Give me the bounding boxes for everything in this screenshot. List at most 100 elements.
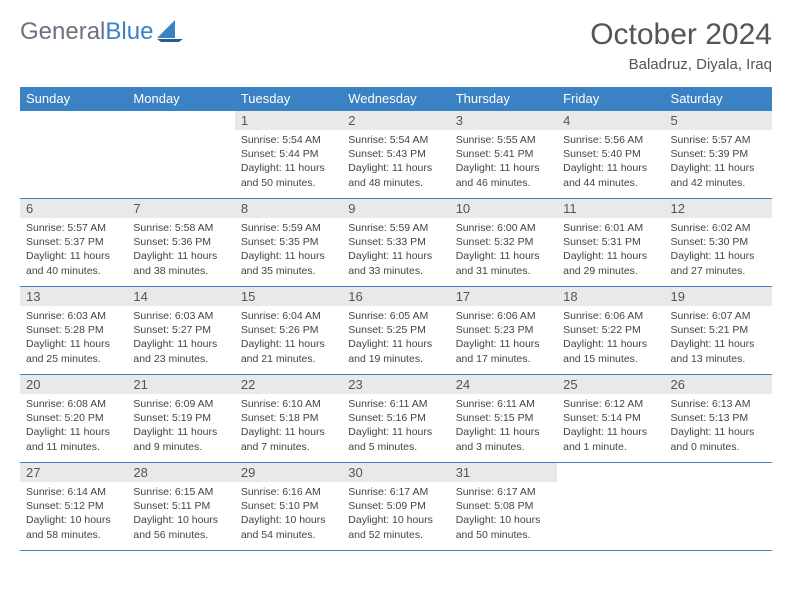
day-number: 15: [235, 287, 342, 306]
day-number: 4: [557, 111, 664, 130]
day-details: Sunrise: 6:01 AMSunset: 5:31 PMDaylight:…: [557, 218, 664, 282]
day-header: Thursday: [450, 87, 557, 111]
day-details: Sunrise: 6:02 AMSunset: 5:30 PMDaylight:…: [665, 218, 772, 282]
calendar-cell: 18Sunrise: 6:06 AMSunset: 5:22 PMDayligh…: [557, 287, 664, 375]
sunrise: Sunrise: 5:54 AM: [241, 133, 336, 147]
day-number: 8: [235, 199, 342, 218]
sunset: Sunset: 5:08 PM: [456, 499, 551, 513]
calendar-cell: 20Sunrise: 6:08 AMSunset: 5:20 PMDayligh…: [20, 375, 127, 463]
daylight: Daylight: 11 hours and 44 minutes.: [563, 161, 658, 189]
sunset: Sunset: 5:19 PM: [133, 411, 228, 425]
day-number: 7: [127, 199, 234, 218]
day-number: 10: [450, 199, 557, 218]
daylight: Daylight: 11 hours and 50 minutes.: [241, 161, 336, 189]
calendar-table: SundayMondayTuesdayWednesdayThursdayFrid…: [20, 87, 772, 551]
daylight: Daylight: 10 hours and 56 minutes.: [133, 513, 228, 541]
day-details: Sunrise: 6:09 AMSunset: 5:19 PMDaylight:…: [127, 394, 234, 458]
calendar-cell: 31Sunrise: 6:17 AMSunset: 5:08 PMDayligh…: [450, 463, 557, 551]
sunset: Sunset: 5:11 PM: [133, 499, 228, 513]
calendar-week: 13Sunrise: 6:03 AMSunset: 5:28 PMDayligh…: [20, 287, 772, 375]
sunrise: Sunrise: 5:57 AM: [671, 133, 766, 147]
sunrise: Sunrise: 5:59 AM: [348, 221, 443, 235]
day-details: Sunrise: 5:57 AMSunset: 5:39 PMDaylight:…: [665, 130, 772, 194]
day-details: Sunrise: 6:04 AMSunset: 5:26 PMDaylight:…: [235, 306, 342, 370]
day-details: Sunrise: 5:55 AMSunset: 5:41 PMDaylight:…: [450, 130, 557, 194]
calendar-cell: 23Sunrise: 6:11 AMSunset: 5:16 PMDayligh…: [342, 375, 449, 463]
sunrise: Sunrise: 5:57 AM: [26, 221, 121, 235]
sunset: Sunset: 5:27 PM: [133, 323, 228, 337]
calendar-cell: 15Sunrise: 6:04 AMSunset: 5:26 PMDayligh…: [235, 287, 342, 375]
daylight: Daylight: 11 hours and 13 minutes.: [671, 337, 766, 365]
day-details: Sunrise: 5:54 AMSunset: 5:44 PMDaylight:…: [235, 130, 342, 194]
daylight: Daylight: 11 hours and 15 minutes.: [563, 337, 658, 365]
day-number: 21: [127, 375, 234, 394]
calendar-cell: 12Sunrise: 6:02 AMSunset: 5:30 PMDayligh…: [665, 199, 772, 287]
daylight: Daylight: 11 hours and 31 minutes.: [456, 249, 551, 277]
calendar-cell: 27Sunrise: 6:14 AMSunset: 5:12 PMDayligh…: [20, 463, 127, 551]
sunrise: Sunrise: 6:07 AM: [671, 309, 766, 323]
sunrise: Sunrise: 6:04 AM: [241, 309, 336, 323]
daylight: Daylight: 11 hours and 21 minutes.: [241, 337, 336, 365]
day-header: Tuesday: [235, 87, 342, 111]
sunset: Sunset: 5:31 PM: [563, 235, 658, 249]
day-number: 30: [342, 463, 449, 482]
day-number: 9: [342, 199, 449, 218]
daylight: Daylight: 11 hours and 3 minutes.: [456, 425, 551, 453]
day-details: Sunrise: 6:06 AMSunset: 5:23 PMDaylight:…: [450, 306, 557, 370]
daylight: Daylight: 10 hours and 50 minutes.: [456, 513, 551, 541]
calendar-week: ..1Sunrise: 5:54 AMSunset: 5:44 PMDaylig…: [20, 111, 772, 199]
day-details: Sunrise: 6:14 AMSunset: 5:12 PMDaylight:…: [20, 482, 127, 546]
calendar-cell: 28 Sunrise: 6:15 AMSunset: 5:11 PMDayligh…: [127, 463, 234, 551]
day-number: 28: [127, 463, 234, 482]
sunrise: Sunrise: 6:00 AM: [456, 221, 551, 235]
sunrise: Sunrise: 6:11 AM: [348, 397, 443, 411]
calendar-cell: .: [127, 111, 234, 199]
calendar-cell: 10Sunrise: 6:00 AMSunset: 5:32 PMDayligh…: [450, 199, 557, 287]
calendar-cell: .: [665, 463, 772, 551]
day-details: Sunrise: 6:05 AMSunset: 5:25 PMDaylight:…: [342, 306, 449, 370]
day-number: 26: [665, 375, 772, 394]
calendar-cell: 21Sunrise: 6:09 AMSunset: 5:19 PMDayligh…: [127, 375, 234, 463]
calendar-body: ..1Sunrise: 5:54 AMSunset: 5:44 PMDaylig…: [20, 111, 772, 551]
sunset: Sunset: 5:26 PM: [241, 323, 336, 337]
daylight: Daylight: 11 hours and 1 minute.: [563, 425, 658, 453]
calendar-week: 20Sunrise: 6:08 AMSunset: 5:20 PMDayligh…: [20, 375, 772, 463]
day-details: Sunrise: 5:59 AMSunset: 5:35 PMDaylight:…: [235, 218, 342, 282]
sunset: Sunset: 5:35 PM: [241, 235, 336, 249]
day-details: Sunrise: 6:03 AMSunset: 5:27 PMDaylight:…: [127, 306, 234, 370]
daylight: Daylight: 10 hours and 52 minutes.: [348, 513, 443, 541]
sunrise: Sunrise: 6:05 AM: [348, 309, 443, 323]
day-number: 27: [20, 463, 127, 482]
daylight: Daylight: 11 hours and 0 minutes.: [671, 425, 766, 453]
location: Baladruz, Diyala, Iraq: [590, 56, 772, 73]
calendar-cell: 5Sunrise: 5:57 AMSunset: 5:39 PMDaylight…: [665, 111, 772, 199]
day-header-row: SundayMondayTuesdayWednesdayThursdayFrid…: [20, 87, 772, 111]
sunset: Sunset: 5:09 PM: [348, 499, 443, 513]
calendar-cell: 30Sunrise: 6:17 AMSunset: 5:09 PMDayligh…: [342, 463, 449, 551]
sunrise: Sunrise: 6:03 AM: [133, 309, 228, 323]
sunrise: Sunrise: 6:08 AM: [26, 397, 121, 411]
daylight: Daylight: 11 hours and 40 minutes.: [26, 249, 121, 277]
sunset: Sunset: 5:20 PM: [26, 411, 121, 425]
day-details: Sunrise: 6:16 AMSunset: 5:10 PMDaylight:…: [235, 482, 342, 546]
calendar-cell: 22Sunrise: 6:10 AMSunset: 5:18 PMDayligh…: [235, 375, 342, 463]
daylight: Daylight: 11 hours and 5 minutes.: [348, 425, 443, 453]
sunrise: Sunrise: 6:03 AM: [26, 309, 121, 323]
sunrise: Sunrise: 6:13 AM: [671, 397, 766, 411]
daylight: Daylight: 11 hours and 17 minutes.: [456, 337, 551, 365]
day-details: Sunrise: 6:00 AMSunset: 5:32 PMDaylight:…: [450, 218, 557, 282]
sunrise: Sunrise: 6:09 AM: [133, 397, 228, 411]
sunrise: Sunrise: 6:02 AM: [671, 221, 766, 235]
sunrise: Sunrise: 5:58 AM: [133, 221, 228, 235]
sunrise: Sunrise: 6:15 AM: [133, 485, 228, 499]
day-details: Sunrise: 6:06 AMSunset: 5:22 PMDaylight:…: [557, 306, 664, 370]
month-title: October 2024: [590, 18, 772, 52]
calendar-cell: 6Sunrise: 5:57 AMSunset: 5:37 PMDaylight…: [20, 199, 127, 287]
day-details: Sunrise: 6:03 AMSunset: 5:28 PMDaylight:…: [20, 306, 127, 370]
sunrise: Sunrise: 6:11 AM: [456, 397, 551, 411]
calendar-week: 6Sunrise: 5:57 AMSunset: 5:37 PMDaylight…: [20, 199, 772, 287]
day-header: Saturday: [665, 87, 772, 111]
calendar-cell: 16Sunrise: 6:05 AMSunset: 5:25 PMDayligh…: [342, 287, 449, 375]
logo-sail-icon: [157, 20, 183, 47]
day-number: 18: [557, 287, 664, 306]
